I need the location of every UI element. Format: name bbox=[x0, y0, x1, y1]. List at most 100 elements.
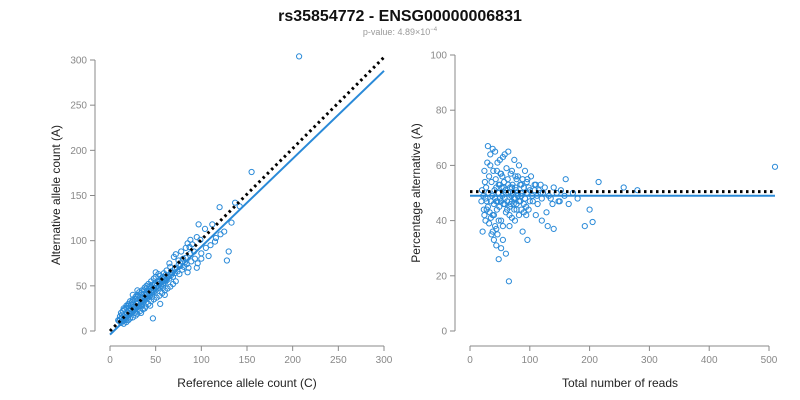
data-point bbox=[520, 200, 527, 208]
data-point bbox=[504, 176, 511, 183]
x-tick-label: 200 bbox=[284, 355, 301, 366]
data-point bbox=[521, 167, 529, 174]
x-tick-label: 0 bbox=[467, 355, 473, 366]
data-point bbox=[205, 252, 212, 260]
data-point bbox=[513, 200, 520, 208]
x-tick-label: 0 bbox=[107, 355, 113, 366]
data-point bbox=[492, 223, 499, 230]
data-point bbox=[138, 309, 145, 316]
y-tick-label: 250 bbox=[70, 101, 87, 112]
data-point bbox=[541, 184, 548, 191]
data-point bbox=[212, 234, 219, 242]
x-tick-label: 400 bbox=[701, 355, 718, 366]
data-point bbox=[515, 212, 523, 219]
y-tick-label: 150 bbox=[70, 191, 87, 202]
data-point bbox=[498, 245, 505, 252]
data-point bbox=[178, 248, 185, 255]
data-point bbox=[159, 275, 166, 282]
data-point bbox=[217, 231, 224, 238]
data-point bbox=[543, 209, 550, 216]
data-point bbox=[193, 264, 200, 271]
x-tick-label: 500 bbox=[761, 355, 778, 366]
data-point bbox=[195, 221, 202, 228]
data-point bbox=[223, 257, 230, 264]
data-point bbox=[182, 244, 189, 251]
data-point bbox=[202, 244, 209, 251]
data-point bbox=[482, 217, 489, 224]
x-tick-label: 300 bbox=[641, 355, 658, 366]
x-tick-label: 250 bbox=[330, 355, 347, 366]
data-point bbox=[119, 308, 126, 315]
data-point bbox=[519, 228, 526, 235]
y-tick-label: 0 bbox=[441, 327, 447, 338]
data-point bbox=[523, 212, 530, 219]
data-point bbox=[487, 198, 494, 205]
data-point bbox=[504, 206, 511, 213]
data-point bbox=[493, 242, 500, 249]
y-axis-label: Percentage alternative (A) bbox=[409, 123, 423, 262]
data-point bbox=[166, 260, 173, 267]
data-point bbox=[487, 214, 494, 221]
y-tick-label: 100 bbox=[430, 51, 447, 62]
reference-line bbox=[108, 56, 386, 333]
data-point bbox=[492, 176, 499, 183]
data-point bbox=[505, 278, 512, 285]
y-tick-label: 80 bbox=[436, 106, 448, 117]
fit-line bbox=[109, 70, 385, 336]
x-tick-label: 150 bbox=[239, 355, 256, 366]
data-point bbox=[180, 255, 187, 262]
data-point bbox=[506, 223, 513, 230]
data-point bbox=[503, 165, 510, 172]
data-point bbox=[508, 198, 515, 205]
data-point bbox=[525, 206, 532, 213]
data-point bbox=[209, 221, 216, 228]
data-point bbox=[488, 231, 495, 238]
data-point bbox=[115, 317, 122, 324]
data-point bbox=[493, 167, 500, 174]
x-axis-label: Reference allele count (C) bbox=[177, 376, 316, 390]
data-point bbox=[486, 173, 493, 180]
data-point bbox=[549, 200, 556, 208]
data-point bbox=[514, 173, 521, 180]
data-point bbox=[534, 200, 541, 208]
data-point bbox=[487, 162, 494, 169]
data-point bbox=[519, 176, 526, 183]
data-point bbox=[225, 248, 232, 255]
chart-title: rs35854772 - ENSG00000006831 bbox=[278, 8, 522, 25]
data-point bbox=[620, 184, 627, 191]
data-point bbox=[499, 223, 506, 230]
data-point bbox=[505, 148, 512, 155]
data-point bbox=[161, 291, 168, 298]
x-tick-label: 50 bbox=[150, 355, 162, 366]
data-point bbox=[296, 53, 303, 60]
data-point bbox=[157, 300, 164, 307]
x-axis-label: Total number of reads bbox=[562, 376, 678, 390]
data-point bbox=[201, 225, 209, 232]
y-axis-label: Alternative allele count (A) bbox=[49, 125, 63, 265]
data-point bbox=[144, 287, 151, 294]
data-point bbox=[499, 173, 506, 180]
data-point bbox=[172, 278, 179, 285]
data-point bbox=[481, 167, 488, 174]
data-point bbox=[494, 231, 501, 238]
subtitle-exponent: −4 bbox=[430, 27, 438, 33]
data-point bbox=[508, 167, 515, 174]
data-point bbox=[152, 269, 159, 276]
data-point bbox=[483, 206, 490, 213]
chart-subtitle: p-value: 4.89×10−4 bbox=[363, 27, 438, 37]
scatter-panel-percentage: 0 20 40 60 80 100 0 100 200 300 400 500 Total number… bbox=[409, 51, 779, 390]
data-point bbox=[595, 178, 602, 186]
data-point bbox=[228, 219, 235, 226]
data-point bbox=[526, 198, 533, 205]
data-point bbox=[191, 255, 198, 262]
data-point bbox=[486, 220, 493, 227]
data-point bbox=[499, 236, 506, 243]
data-point bbox=[498, 198, 505, 205]
data-point bbox=[221, 228, 228, 235]
y-tick-label: 50 bbox=[76, 281, 88, 292]
data-point bbox=[550, 225, 557, 232]
x-tick-label: 200 bbox=[581, 355, 598, 366]
data-point bbox=[211, 238, 219, 245]
